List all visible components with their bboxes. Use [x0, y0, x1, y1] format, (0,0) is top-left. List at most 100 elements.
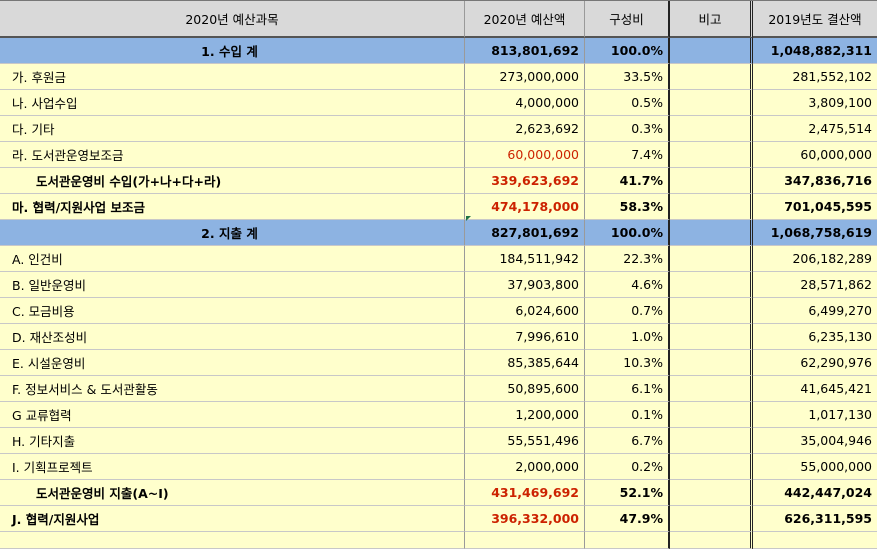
- budget-cell[interactable]: 339,623,692: [465, 168, 585, 194]
- header-note[interactable]: 비고: [670, 1, 753, 38]
- budget-cell[interactable]: 1,200,000: [465, 402, 585, 428]
- prev-year-cell[interactable]: 1,068,758,619: [753, 220, 877, 246]
- ratio-cell[interactable]: 52.1%: [585, 480, 670, 506]
- prev-year-cell[interactable]: 347,836,716: [753, 168, 877, 194]
- note-cell[interactable]: [670, 220, 753, 246]
- prev-year-cell[interactable]: 442,447,024: [753, 480, 877, 506]
- ratio-cell[interactable]: 0.5%: [585, 90, 670, 116]
- ratio-cell[interactable]: 10.3%: [585, 350, 670, 376]
- header-prev[interactable]: 2019년도 결산액: [753, 1, 877, 38]
- ratio-cell[interactable]: 41.7%: [585, 168, 670, 194]
- item-label-cell[interactable]: 2. 지출 계: [0, 220, 465, 246]
- budget-cell[interactable]: 6,024,600: [465, 298, 585, 324]
- budget-cell[interactable]: 7,996,610: [465, 324, 585, 350]
- empty-cell[interactable]: [753, 532, 877, 549]
- item-label-cell[interactable]: A. 인건비: [0, 246, 465, 272]
- empty-cell[interactable]: [0, 532, 465, 549]
- budget-cell[interactable]: 85,385,644: [465, 350, 585, 376]
- prev-year-cell[interactable]: 2,475,514: [753, 116, 877, 142]
- budget-cell[interactable]: 813,801,692: [465, 38, 585, 64]
- note-cell[interactable]: [670, 194, 753, 220]
- item-label-cell[interactable]: 나. 사업수입: [0, 90, 465, 116]
- ratio-cell[interactable]: 7.4%: [585, 142, 670, 168]
- ratio-cell[interactable]: 4.6%: [585, 272, 670, 298]
- note-cell[interactable]: [670, 116, 753, 142]
- item-label-cell[interactable]: H. 기타지출: [0, 428, 465, 454]
- prev-year-cell[interactable]: 62,290,976: [753, 350, 877, 376]
- prev-year-cell[interactable]: 1,017,130: [753, 402, 877, 428]
- item-label-cell[interactable]: E. 시설운영비: [0, 350, 465, 376]
- header-item[interactable]: 2020년 예산과목: [0, 1, 465, 38]
- budget-cell[interactable]: 55,551,496: [465, 428, 585, 454]
- budget-cell[interactable]: 396,332,000: [465, 506, 585, 532]
- note-cell[interactable]: [670, 64, 753, 90]
- item-label-cell[interactable]: C. 모금비용: [0, 298, 465, 324]
- prev-year-cell[interactable]: 41,645,421: [753, 376, 877, 402]
- item-label-cell[interactable]: 도서관운영비 지출(A~I): [0, 480, 465, 506]
- item-label-cell[interactable]: D. 재산조성비: [0, 324, 465, 350]
- item-label-cell[interactable]: 가. 후원금: [0, 64, 465, 90]
- prev-year-cell[interactable]: 55,000,000: [753, 454, 877, 480]
- note-cell[interactable]: [670, 298, 753, 324]
- item-label-cell[interactable]: 라. 도서관운영보조금: [0, 142, 465, 168]
- header-ratio[interactable]: 구성비: [585, 1, 670, 38]
- note-cell[interactable]: [670, 324, 753, 350]
- prev-year-cell[interactable]: 60,000,000: [753, 142, 877, 168]
- note-cell[interactable]: [670, 402, 753, 428]
- ratio-cell[interactable]: 47.9%: [585, 506, 670, 532]
- budget-cell[interactable]: 37,903,800: [465, 272, 585, 298]
- note-cell[interactable]: [670, 506, 753, 532]
- ratio-cell[interactable]: 33.5%: [585, 64, 670, 90]
- budget-cell[interactable]: 474,178,000: [465, 194, 585, 220]
- ratio-cell[interactable]: 0.7%: [585, 298, 670, 324]
- note-cell[interactable]: [670, 376, 753, 402]
- note-cell[interactable]: [670, 454, 753, 480]
- note-cell[interactable]: [670, 428, 753, 454]
- prev-year-cell[interactable]: 626,311,595: [753, 506, 877, 532]
- note-cell[interactable]: [670, 142, 753, 168]
- prev-year-cell[interactable]: 28,571,862: [753, 272, 877, 298]
- item-label-cell[interactable]: I. 기획프로젝트: [0, 454, 465, 480]
- prev-year-cell[interactable]: 281,552,102: [753, 64, 877, 90]
- note-cell[interactable]: [670, 480, 753, 506]
- note-cell[interactable]: [670, 168, 753, 194]
- prev-year-cell[interactable]: 3,809,100: [753, 90, 877, 116]
- ratio-cell[interactable]: 1.0%: [585, 324, 670, 350]
- ratio-cell[interactable]: 0.2%: [585, 454, 670, 480]
- note-cell[interactable]: [670, 246, 753, 272]
- item-label-cell[interactable]: 다. 기타: [0, 116, 465, 142]
- ratio-cell[interactable]: 6.1%: [585, 376, 670, 402]
- note-cell[interactable]: [670, 350, 753, 376]
- budget-cell[interactable]: 184,511,942: [465, 246, 585, 272]
- empty-cell[interactable]: [585, 532, 670, 549]
- prev-year-cell[interactable]: 206,182,289: [753, 246, 877, 272]
- ratio-cell[interactable]: 58.3%: [585, 194, 670, 220]
- empty-cell[interactable]: [670, 532, 753, 549]
- budget-cell[interactable]: 4,000,000: [465, 90, 585, 116]
- item-label-cell[interactable]: G 교류협력: [0, 402, 465, 428]
- prev-year-cell[interactable]: 701,045,595: [753, 194, 877, 220]
- budget-cell[interactable]: 50,895,600: [465, 376, 585, 402]
- budget-cell[interactable]: 431,469,692: [465, 480, 585, 506]
- empty-cell[interactable]: [465, 532, 585, 549]
- ratio-cell[interactable]: 6.7%: [585, 428, 670, 454]
- item-label-cell[interactable]: 1. 수입 계: [0, 38, 465, 64]
- budget-cell[interactable]: 60,000,000: [465, 142, 585, 168]
- note-cell[interactable]: [670, 38, 753, 64]
- note-cell[interactable]: [670, 90, 753, 116]
- ratio-cell[interactable]: 22.3%: [585, 246, 670, 272]
- header-budget[interactable]: 2020년 예산액: [465, 1, 585, 38]
- budget-cell[interactable]: 827,801,692: [465, 220, 585, 246]
- budget-cell[interactable]: 273,000,000: [465, 64, 585, 90]
- budget-cell[interactable]: 2,623,692: [465, 116, 585, 142]
- item-label-cell[interactable]: J. 협력/지원사업: [0, 506, 465, 532]
- ratio-cell[interactable]: 0.1%: [585, 402, 670, 428]
- item-label-cell[interactable]: F. 정보서비스 & 도서관활동: [0, 376, 465, 402]
- prev-year-cell[interactable]: 35,004,946: [753, 428, 877, 454]
- ratio-cell[interactable]: 100.0%: [585, 38, 670, 64]
- prev-year-cell[interactable]: 1,048,882,311: [753, 38, 877, 64]
- budget-cell[interactable]: 2,000,000: [465, 454, 585, 480]
- prev-year-cell[interactable]: 6,499,270: [753, 298, 877, 324]
- note-cell[interactable]: [670, 272, 753, 298]
